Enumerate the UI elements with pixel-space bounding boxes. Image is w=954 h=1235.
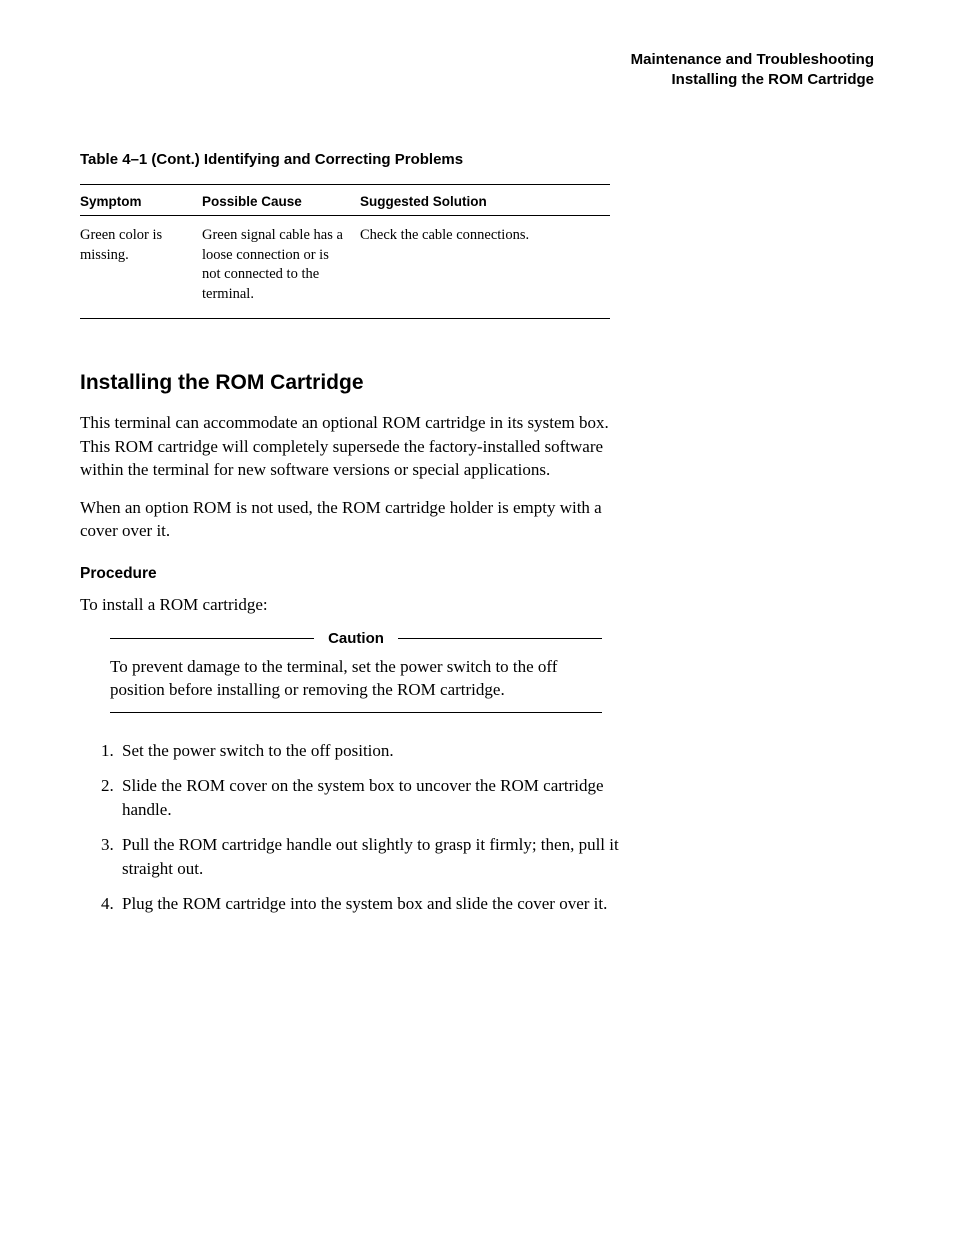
list-item: Plug the ROM cartridge into the system b… — [118, 892, 640, 915]
caution-rule-right — [398, 638, 602, 639]
table-row: Green color is missing. Green signal cab… — [80, 216, 610, 319]
running-head: Maintenance and Troubleshooting Installi… — [80, 50, 874, 91]
running-head-title: Maintenance and Troubleshooting — [80, 50, 874, 70]
troubleshooting-table: Symptom Possible Cause Suggested Solutio… — [80, 184, 610, 320]
caution-text: To prevent damage to the terminal, set t… — [110, 655, 602, 702]
caution-label: Caution — [314, 630, 398, 647]
section-paragraph: This terminal can accommodate an optiona… — [80, 411, 640, 481]
cell-solution: Check the cable connections. — [360, 216, 610, 319]
table-col-symptom: Symptom — [80, 188, 202, 216]
list-item: Set the power switch to the off position… — [118, 739, 640, 762]
section-heading: Installing the ROM Cartridge — [80, 371, 874, 395]
table-caption: Table 4–1 (Cont.) Identifying and Correc… — [80, 151, 610, 168]
procedure-subhead: Procedure — [80, 565, 874, 583]
caution-rule-left — [110, 638, 314, 639]
running-head-sub: Installing the ROM Cartridge — [80, 70, 874, 90]
troubleshooting-table-wrap: Table 4–1 (Cont.) Identifying and Correc… — [80, 151, 610, 320]
procedure-lead: To install a ROM cartridge: — [80, 593, 640, 616]
cell-cause: Green signal cable has a loose connectio… — [202, 216, 360, 319]
table-col-cause: Possible Cause — [202, 188, 360, 216]
section-paragraph: When an option ROM is not used, the ROM … — [80, 496, 640, 543]
list-item: Pull the ROM cartridge handle out slight… — [118, 833, 640, 880]
caution-rule-bottom — [110, 712, 602, 713]
caution-box: Caution To prevent damage to the termina… — [110, 630, 602, 713]
procedure-steps: Set the power switch to the off position… — [80, 739, 640, 916]
table-col-solution: Suggested Solution — [360, 188, 610, 216]
cell-symptom: Green color is missing. — [80, 216, 202, 319]
list-item: Slide the ROM cover on the system box to… — [118, 774, 640, 821]
